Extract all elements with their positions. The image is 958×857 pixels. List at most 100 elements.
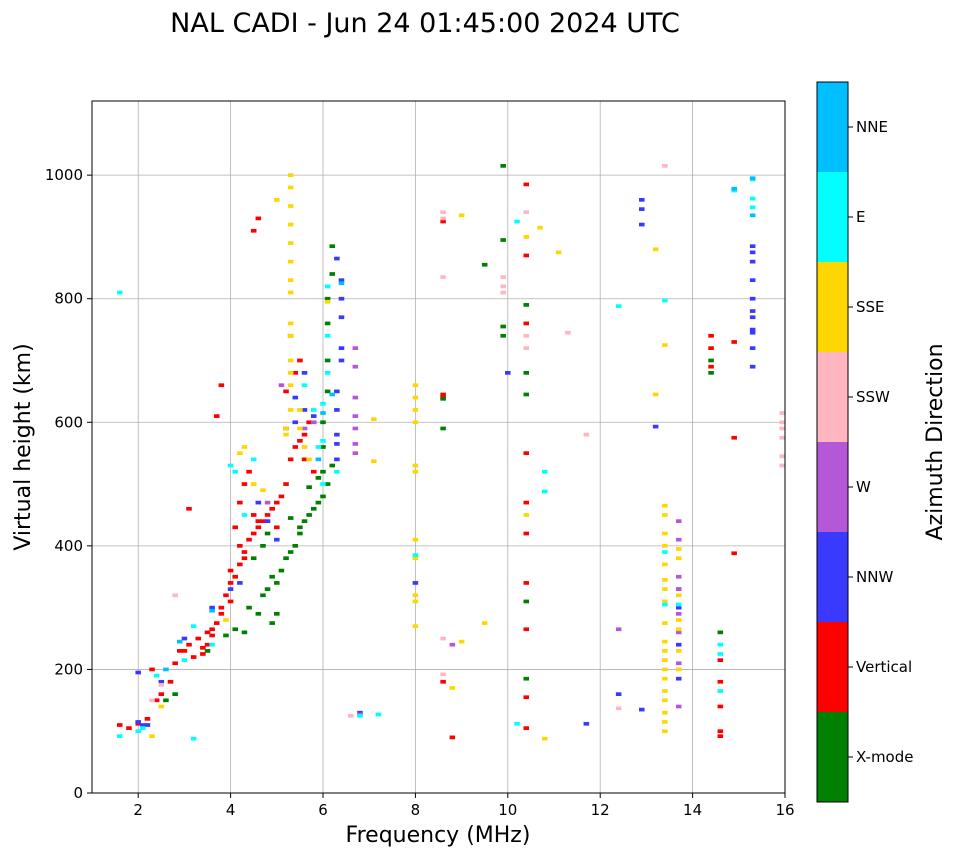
data-point xyxy=(287,290,294,295)
data-point xyxy=(227,587,234,591)
data-point xyxy=(200,645,206,650)
data-point xyxy=(250,531,257,536)
data-point xyxy=(371,417,377,422)
data-point xyxy=(246,605,252,610)
data-point xyxy=(287,204,294,208)
data-point xyxy=(523,581,530,585)
data-point xyxy=(310,469,317,474)
data-point xyxy=(135,729,141,734)
data-point xyxy=(555,250,562,255)
data-point xyxy=(717,630,724,635)
data-point xyxy=(329,463,336,468)
data-point xyxy=(204,630,211,635)
data-point xyxy=(140,723,146,727)
data-point xyxy=(749,250,756,255)
data-point xyxy=(158,679,165,684)
data-point xyxy=(237,451,243,456)
data-point xyxy=(255,519,262,523)
data-point xyxy=(779,463,785,468)
data-point xyxy=(269,574,275,579)
data-point xyxy=(440,396,446,401)
data-point xyxy=(181,649,188,653)
data-point xyxy=(662,720,668,724)
data-point xyxy=(163,667,169,672)
data-point xyxy=(287,408,294,412)
data-point xyxy=(583,432,590,437)
data-point xyxy=(287,550,294,554)
data-point xyxy=(412,553,419,557)
data-point xyxy=(675,602,682,607)
colorbar-segment xyxy=(817,82,848,172)
data-point xyxy=(731,340,737,344)
data-point xyxy=(260,544,266,548)
data-point xyxy=(675,574,682,579)
data-point xyxy=(287,222,294,227)
series-e xyxy=(116,177,756,741)
data-point xyxy=(334,256,340,261)
data-point xyxy=(440,636,446,641)
data-point xyxy=(140,726,146,730)
data-point xyxy=(675,667,682,672)
data-point xyxy=(301,519,308,523)
data-point xyxy=(324,482,331,486)
data-point xyxy=(639,207,645,211)
data-point xyxy=(481,621,488,625)
x-tick-label: 12 xyxy=(591,801,610,819)
data-point xyxy=(190,736,197,741)
data-point xyxy=(717,658,724,663)
data-point xyxy=(675,556,682,561)
y-tick-label: 400 xyxy=(54,537,83,555)
data-point xyxy=(283,389,289,394)
data-point xyxy=(717,642,724,647)
data-point xyxy=(662,531,668,536)
data-point xyxy=(255,216,262,221)
data-point xyxy=(449,735,456,740)
data-point xyxy=(662,503,668,508)
data-point xyxy=(615,304,622,308)
data-point xyxy=(675,676,682,681)
data-point xyxy=(352,451,359,456)
data-point xyxy=(274,537,280,542)
data-point xyxy=(334,432,340,437)
series-vertical xyxy=(116,182,737,740)
data-point xyxy=(749,278,756,283)
data-point xyxy=(375,712,382,717)
data-point xyxy=(500,275,506,279)
data-point xyxy=(320,411,326,415)
data-point xyxy=(287,358,294,363)
data-point xyxy=(662,676,668,681)
data-point xyxy=(731,551,737,556)
data-point xyxy=(779,435,785,440)
data-point xyxy=(250,482,257,486)
data-point xyxy=(237,581,243,585)
data-point xyxy=(500,290,506,295)
data-point xyxy=(320,445,326,449)
data-point xyxy=(329,392,336,397)
data-point xyxy=(255,611,262,616)
data-point xyxy=(662,729,668,734)
data-point xyxy=(301,371,308,375)
data-point xyxy=(324,296,331,301)
data-point xyxy=(675,519,682,523)
data-point xyxy=(675,627,682,632)
data-point xyxy=(264,500,271,505)
data-point xyxy=(292,395,299,400)
data-point xyxy=(541,469,548,474)
data-point xyxy=(639,198,645,202)
data-point xyxy=(523,182,530,187)
data-point xyxy=(334,457,340,462)
data-point xyxy=(662,562,668,567)
data-point xyxy=(237,500,243,505)
data-point xyxy=(412,556,419,561)
data-point xyxy=(675,587,682,591)
data-point xyxy=(237,562,243,567)
data-point xyxy=(615,706,622,711)
data-point xyxy=(260,488,266,493)
data-point xyxy=(264,531,271,536)
data-point xyxy=(324,333,331,338)
data-point xyxy=(675,661,682,666)
series-sse xyxy=(149,173,682,741)
data-point xyxy=(315,457,322,462)
data-point xyxy=(292,544,299,548)
data-point xyxy=(523,531,530,536)
